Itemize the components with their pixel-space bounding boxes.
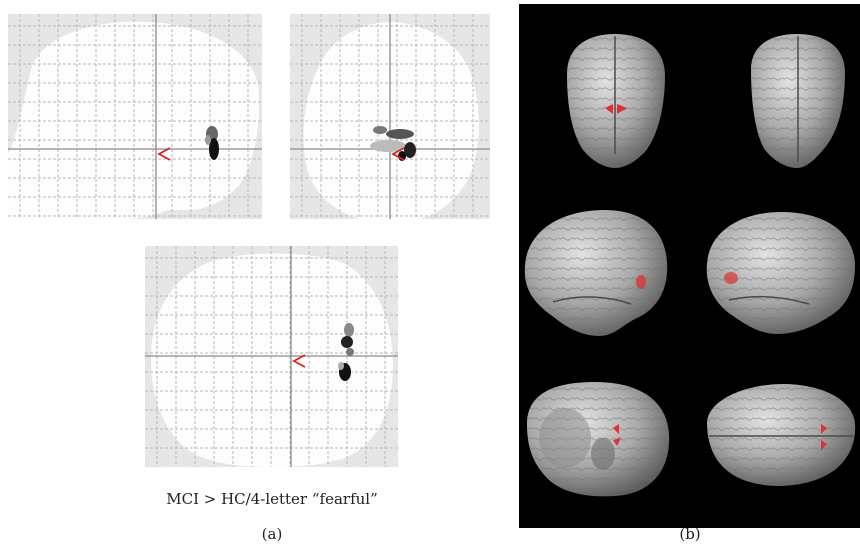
activation-overlay (724, 272, 738, 284)
grid-lines (8, 14, 262, 219)
activation-cluster (338, 323, 354, 381)
activation-overlay (613, 424, 621, 446)
brain-render-posterior (751, 34, 845, 168)
brain-render-anterior (567, 34, 665, 168)
panel-a-label: (a) (261, 525, 283, 543)
panel-b-label: (b) (679, 525, 701, 543)
glass-brain-axial (145, 246, 398, 467)
glass-brain-sagittal (8, 14, 262, 219)
cursor-arrow-icon (391, 147, 405, 161)
glass-brain-coronal (290, 14, 490, 219)
brain-render-superior (707, 384, 856, 486)
surface-render-panel (519, 4, 860, 528)
brain-render-right-lateral (524, 210, 668, 336)
cursor-arrow-icon (157, 147, 171, 161)
activation-cluster (205, 126, 219, 160)
activation-cluster (370, 126, 416, 161)
activation-overlay (605, 104, 627, 114)
activation-overlay (821, 424, 827, 450)
contrast-caption: MCI > HC/4-letter “fearful” (166, 490, 378, 508)
brain-render-inferior (527, 382, 670, 497)
cursor-arrow-icon (292, 354, 306, 368)
brain-render-left-lateral (706, 212, 855, 334)
activation-overlay (636, 275, 646, 289)
